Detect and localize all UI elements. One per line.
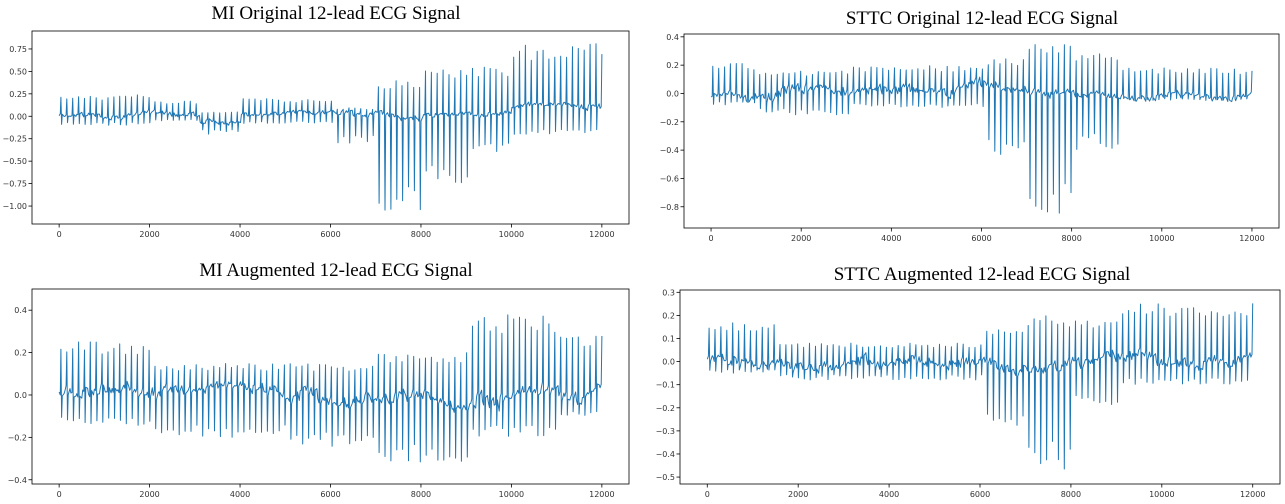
y-tick-label: −0.8: [660, 203, 679, 212]
y-tick-label: −0.4: [660, 146, 679, 155]
plot-area: 0 2000 4000 6000 8000 10000 12000 0.4 0.2 0.0 −0.2…: [8, 288, 630, 499]
x-tick-label: 4000: [881, 234, 901, 243]
y-tick-label: −1.00: [2, 202, 27, 211]
x-tick-label: 2000: [139, 230, 159, 239]
y-tick-label: −0.75: [2, 180, 27, 189]
y-tick-label: −0.2: [8, 433, 27, 442]
chart-sttc-original-svg: STTC Original 12-lead ECG Signal 0 2000 40…: [660, 8, 1280, 243]
x-tick-label: 0: [57, 490, 62, 499]
x-tick-label: 12000: [1239, 234, 1264, 243]
chart-mi-original: MI Original 12-lead ECG Signal 0 2000 4000…: [0, 0, 640, 245]
axes-frame: [31, 30, 630, 225]
chart-title: STTC Original 12-lead ECG Signal: [846, 8, 1118, 29]
series-line: [706, 303, 1254, 470]
y-tick-label: 0.00: [9, 112, 27, 121]
x-tick-label: 0: [705, 490, 710, 499]
chart-title: MI Augmented 12-lead ECG Signal: [199, 260, 472, 281]
x-tick-label: 2000: [791, 234, 811, 243]
x-tick-label: 10000: [1149, 490, 1174, 499]
y-tick-label: 0.4: [14, 306, 27, 315]
y-tick-label: −0.4: [656, 450, 675, 459]
y-tick-label: 0.2: [14, 349, 27, 358]
x-tick-label: 6000: [970, 490, 990, 499]
plot-area: 0 2000 4000 6000 8000 10000 12000 0.75 0.50 0.25 0…: [2, 30, 630, 239]
x-tick-label: 6000: [320, 230, 340, 239]
y-tick-label: 0.25: [9, 90, 27, 99]
y-tick-label: 0.0: [666, 89, 679, 98]
plot-area: 0 2000 4000 6000 8000 10000 12000 0.3 0.2 0.1 0.0 −…: [656, 288, 1281, 499]
y-tick-label: 0.0: [662, 358, 675, 367]
x-tick-label: 10000: [499, 230, 524, 239]
chart-mi-augmented: MI Augmented 12-lead ECG Signal 0 2000 400…: [0, 252, 640, 504]
y-tick-label: −0.50: [2, 157, 27, 166]
x-tick-label: 0: [708, 234, 713, 243]
chart-title: MI Original 12-lead ECG Signal: [211, 3, 460, 24]
axes-frame: [679, 289, 1281, 485]
y-tick-label: 0.2: [662, 311, 675, 320]
x-tick-label: 8000: [1061, 234, 1081, 243]
y-tick-label: −0.3: [656, 427, 675, 436]
x-tick-label: 6000: [971, 234, 991, 243]
y-tick-label: −0.25: [2, 135, 27, 144]
axes-frame: [683, 33, 1280, 229]
series-line: [58, 43, 603, 211]
y-tick-label: 0.50: [9, 67, 27, 76]
y-tick-label: 0.75: [9, 45, 27, 54]
x-tick-label: 0: [57, 230, 62, 239]
chart-sttc-original: STTC Original 12-lead ECG Signal 0 2000 40…: [640, 0, 1285, 245]
y-tick-label: 0.3: [662, 288, 675, 297]
chart-mi-augmented-svg: MI Augmented 12-lead ECG Signal 0 2000 400…: [8, 260, 630, 499]
x-tick-label: 4000: [230, 490, 250, 499]
series-line: [710, 44, 1253, 214]
y-tick-label: −0.2: [660, 118, 679, 127]
y-tick-label: 0.0: [14, 391, 27, 400]
y-tick-label: 0.4: [666, 33, 679, 42]
x-tick-label: 2000: [139, 490, 159, 499]
x-tick-label: 12000: [589, 490, 614, 499]
x-tick-label: 10000: [1149, 234, 1174, 243]
x-tick-label: 8000: [411, 230, 431, 239]
y-tick-label: −0.4: [8, 476, 27, 485]
y-tick-label: 0.1: [662, 335, 675, 344]
x-tick-label: 8000: [1061, 490, 1081, 499]
x-tick-label: 12000: [1240, 490, 1265, 499]
y-tick-label: −0.1: [656, 381, 675, 390]
y-tick-label: −0.6: [660, 174, 679, 183]
series-line: [58, 314, 603, 463]
chart-title: STTC Augmented 12-lead ECG Signal: [834, 264, 1131, 285]
plot-area: 0 2000 4000 6000 8000 10000 12000 0.4 0.2 0.0 −0.2…: [660, 33, 1280, 243]
x-tick-label: 2000: [788, 490, 808, 499]
y-tick-label: −0.2: [656, 404, 675, 413]
x-tick-label: 4000: [879, 490, 899, 499]
x-tick-label: 8000: [411, 490, 431, 499]
chart-mi-original-svg: MI Original 12-lead ECG Signal 0 2000 4000…: [2, 3, 630, 239]
y-tick-label: 0.2: [666, 61, 679, 70]
x-tick-label: 10000: [499, 490, 524, 499]
x-tick-label: 6000: [320, 490, 340, 499]
chart-sttc-augmented: STTC Augmented 12-lead ECG Signal 0 2000 4…: [640, 252, 1285, 504]
x-tick-label: 12000: [589, 230, 614, 239]
chart-sttc-augmented-svg: STTC Augmented 12-lead ECG Signal 0 2000 4…: [656, 264, 1281, 499]
x-tick-label: 4000: [230, 230, 250, 239]
y-tick-label: −0.5: [656, 473, 675, 482]
